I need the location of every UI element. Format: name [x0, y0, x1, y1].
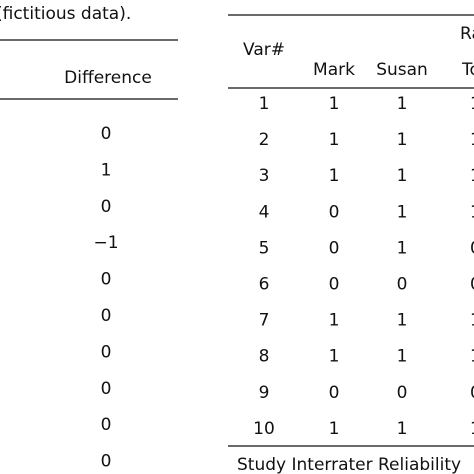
cell: 1 — [470, 94, 474, 114]
group-header: Ra — [460, 24, 474, 44]
cell: 0 — [329, 238, 340, 258]
cell: 0 — [101, 124, 112, 144]
cell: 1 — [397, 94, 408, 114]
cell: 4 — [259, 202, 270, 222]
cell: 0 — [470, 383, 474, 403]
cell: 1 — [397, 202, 408, 222]
cell: 0 — [397, 275, 408, 295]
column-header: Mark — [313, 60, 355, 80]
cell: 2 — [259, 130, 270, 150]
column-header: Difference — [64, 68, 152, 88]
cell: 0 — [329, 383, 340, 403]
cell: 1 — [397, 166, 408, 186]
cell: 1 — [470, 166, 474, 186]
cell: 5 — [259, 238, 270, 258]
cell: 0 — [397, 383, 408, 403]
cell: 1 — [397, 311, 408, 331]
cell: 1 — [470, 347, 474, 367]
cell: 0 — [470, 275, 474, 295]
cell: 9 — [259, 383, 270, 403]
cell: 0 — [470, 238, 474, 258]
cell: 1 — [329, 94, 340, 114]
cell: 1 — [397, 419, 408, 439]
cell: 1 — [329, 130, 340, 150]
cell: 1 — [259, 94, 270, 114]
cell: 8 — [259, 347, 270, 367]
cell: 1 — [397, 347, 408, 367]
cell: 0 — [101, 197, 112, 217]
cell: 6 — [259, 275, 270, 295]
cell: 1 — [470, 311, 474, 331]
column-header: Susan — [376, 60, 428, 80]
column-header: To — [461, 60, 474, 80]
cell: 0 — [329, 275, 340, 295]
cell: 7 — [259, 311, 270, 331]
column-header: Var# — [243, 40, 285, 60]
cell: 1 — [397, 238, 408, 258]
cell: 0 — [101, 306, 112, 326]
cell: 1 — [470, 419, 474, 439]
cell: 0 — [101, 342, 112, 362]
cell: 0 — [101, 379, 112, 399]
cell: 1 — [329, 166, 340, 186]
cell: −1 — [93, 233, 118, 253]
cell: 1 — [397, 130, 408, 150]
cell: 1 — [329, 311, 340, 331]
caption: (fictitious data). — [0, 4, 131, 24]
cell: 0 — [101, 270, 112, 290]
cell: 1 — [470, 130, 474, 150]
cell: 1 — [470, 202, 474, 222]
cell: 1 — [101, 160, 112, 180]
cell: 0 — [101, 415, 112, 435]
cell: 10 — [253, 419, 275, 439]
footer: Study Interrater Reliability — [237, 455, 461, 474]
cell: 1 — [329, 419, 340, 439]
cell: 1 — [329, 347, 340, 367]
cell: 0 — [101, 452, 112, 472]
cell: 0 — [329, 202, 340, 222]
cell: 3 — [259, 166, 270, 186]
